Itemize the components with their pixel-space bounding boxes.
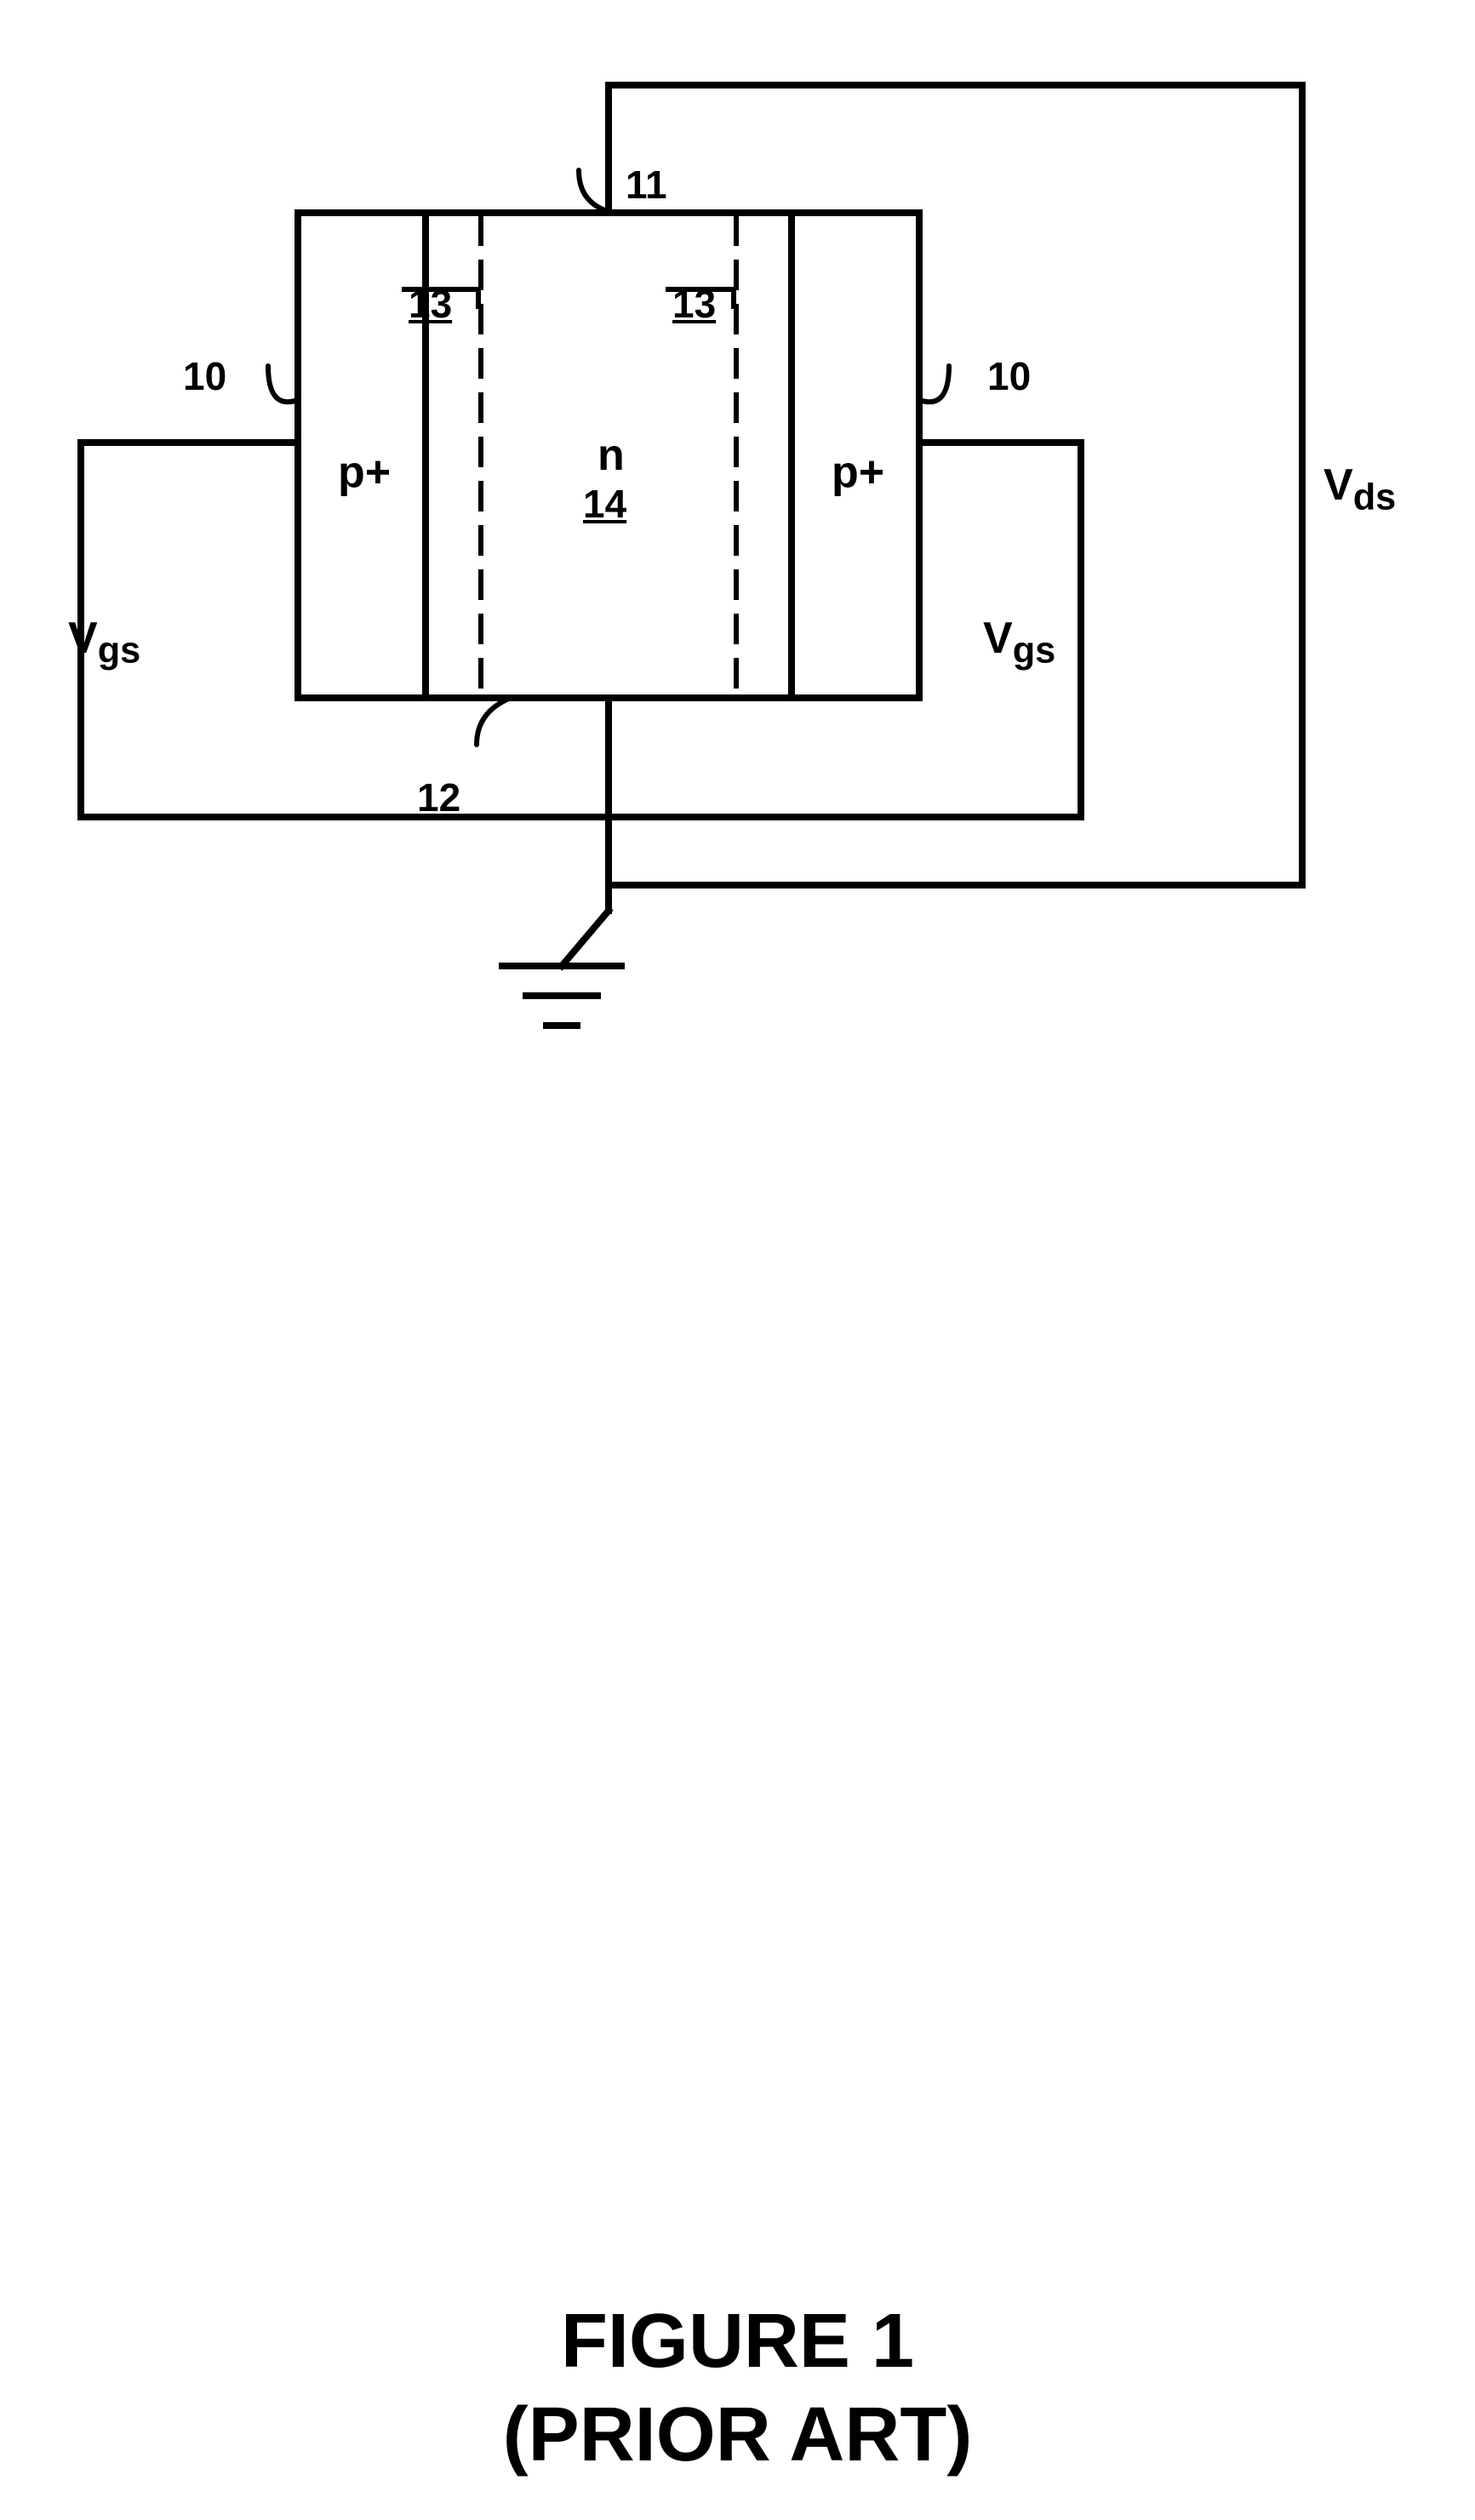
vgs-left-base: V: [68, 614, 98, 663]
caption-line-1: FIGURE 1: [0, 2298, 1475, 2386]
label-vds: Vds: [1323, 460, 1396, 518]
vds-base: V: [1323, 460, 1353, 510]
label-n: n: [597, 430, 625, 481]
vgs-left-sub: gs: [98, 630, 141, 671]
ref-13-left: 13: [409, 281, 452, 327]
label-vgs-left: Vgs: [68, 613, 140, 671]
vgs-right-sub: gs: [1013, 630, 1056, 671]
vgs-right-base: V: [983, 614, 1013, 663]
label-n-ref: 14: [583, 481, 626, 527]
figure-canvas: p+ p+ n 14 10 10 11 12 13 13 Vgs Vgs Vds…: [0, 0, 1475, 2520]
ref-10-left: 10: [183, 353, 226, 399]
vds-sub: ds: [1353, 477, 1397, 517]
ref-11: 11: [626, 162, 667, 208]
ref-10-right: 10: [987, 353, 1031, 399]
caption-line-2: (PRIOR ART): [0, 2391, 1475, 2479]
label-p-right: p+: [832, 447, 884, 498]
label-p-left: p+: [338, 447, 391, 498]
label-vgs-right: Vgs: [983, 613, 1055, 671]
ref-13-right: 13: [672, 281, 716, 327]
ref-12: 12: [417, 774, 460, 820]
